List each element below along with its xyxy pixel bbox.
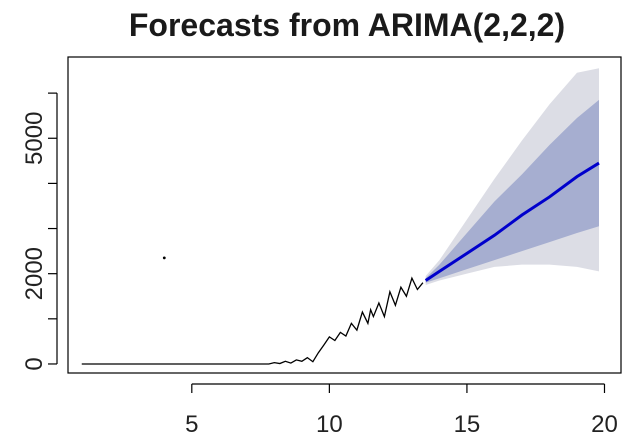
plot-frame [67, 56, 622, 374]
x-tick-label: 15 [454, 411, 481, 438]
x-tick-label: 20 [591, 411, 618, 438]
chart-title: Forecasts from ARIMA(2,2,2) [129, 7, 565, 43]
y-axis: 0 2000 5000 [21, 92, 58, 371]
plot-area [81, 68, 600, 365]
y-tick-label: 5000 [21, 112, 48, 165]
prediction-interval-80 [425, 99, 599, 283]
y-tick-label: 2000 [21, 247, 48, 300]
x-tick-label: 10 [316, 411, 343, 438]
observed-series-line [81, 276, 424, 365]
stray-data-point [162, 256, 166, 260]
forecast-series-line [424, 161, 600, 282]
y-tick-label: 0 [21, 357, 48, 370]
x-axis: 5 10 15 20 [185, 383, 618, 438]
x-tick-label: 5 [185, 411, 198, 438]
